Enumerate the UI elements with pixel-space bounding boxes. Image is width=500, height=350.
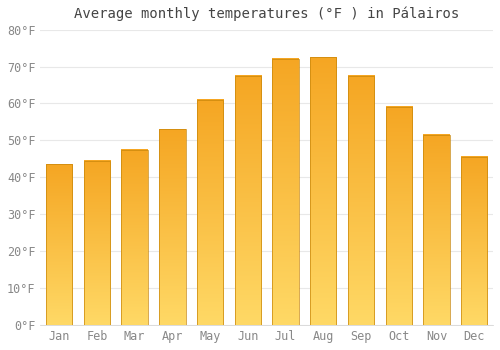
Bar (234, 76, 261, 325)
Bar (84, 161, 110, 325)
Bar (159, 130, 186, 325)
Bar (461, 157, 487, 325)
Bar (424, 135, 450, 325)
Bar (122, 150, 148, 325)
Bar (197, 100, 224, 325)
Bar (310, 57, 336, 325)
Bar (348, 76, 374, 325)
Bar (46, 164, 72, 325)
Title: Average monthly temperatures (°F ) in Pálairos: Average monthly temperatures (°F ) in Pá… (74, 7, 460, 21)
Bar (386, 107, 412, 325)
Bar (272, 59, 299, 325)
